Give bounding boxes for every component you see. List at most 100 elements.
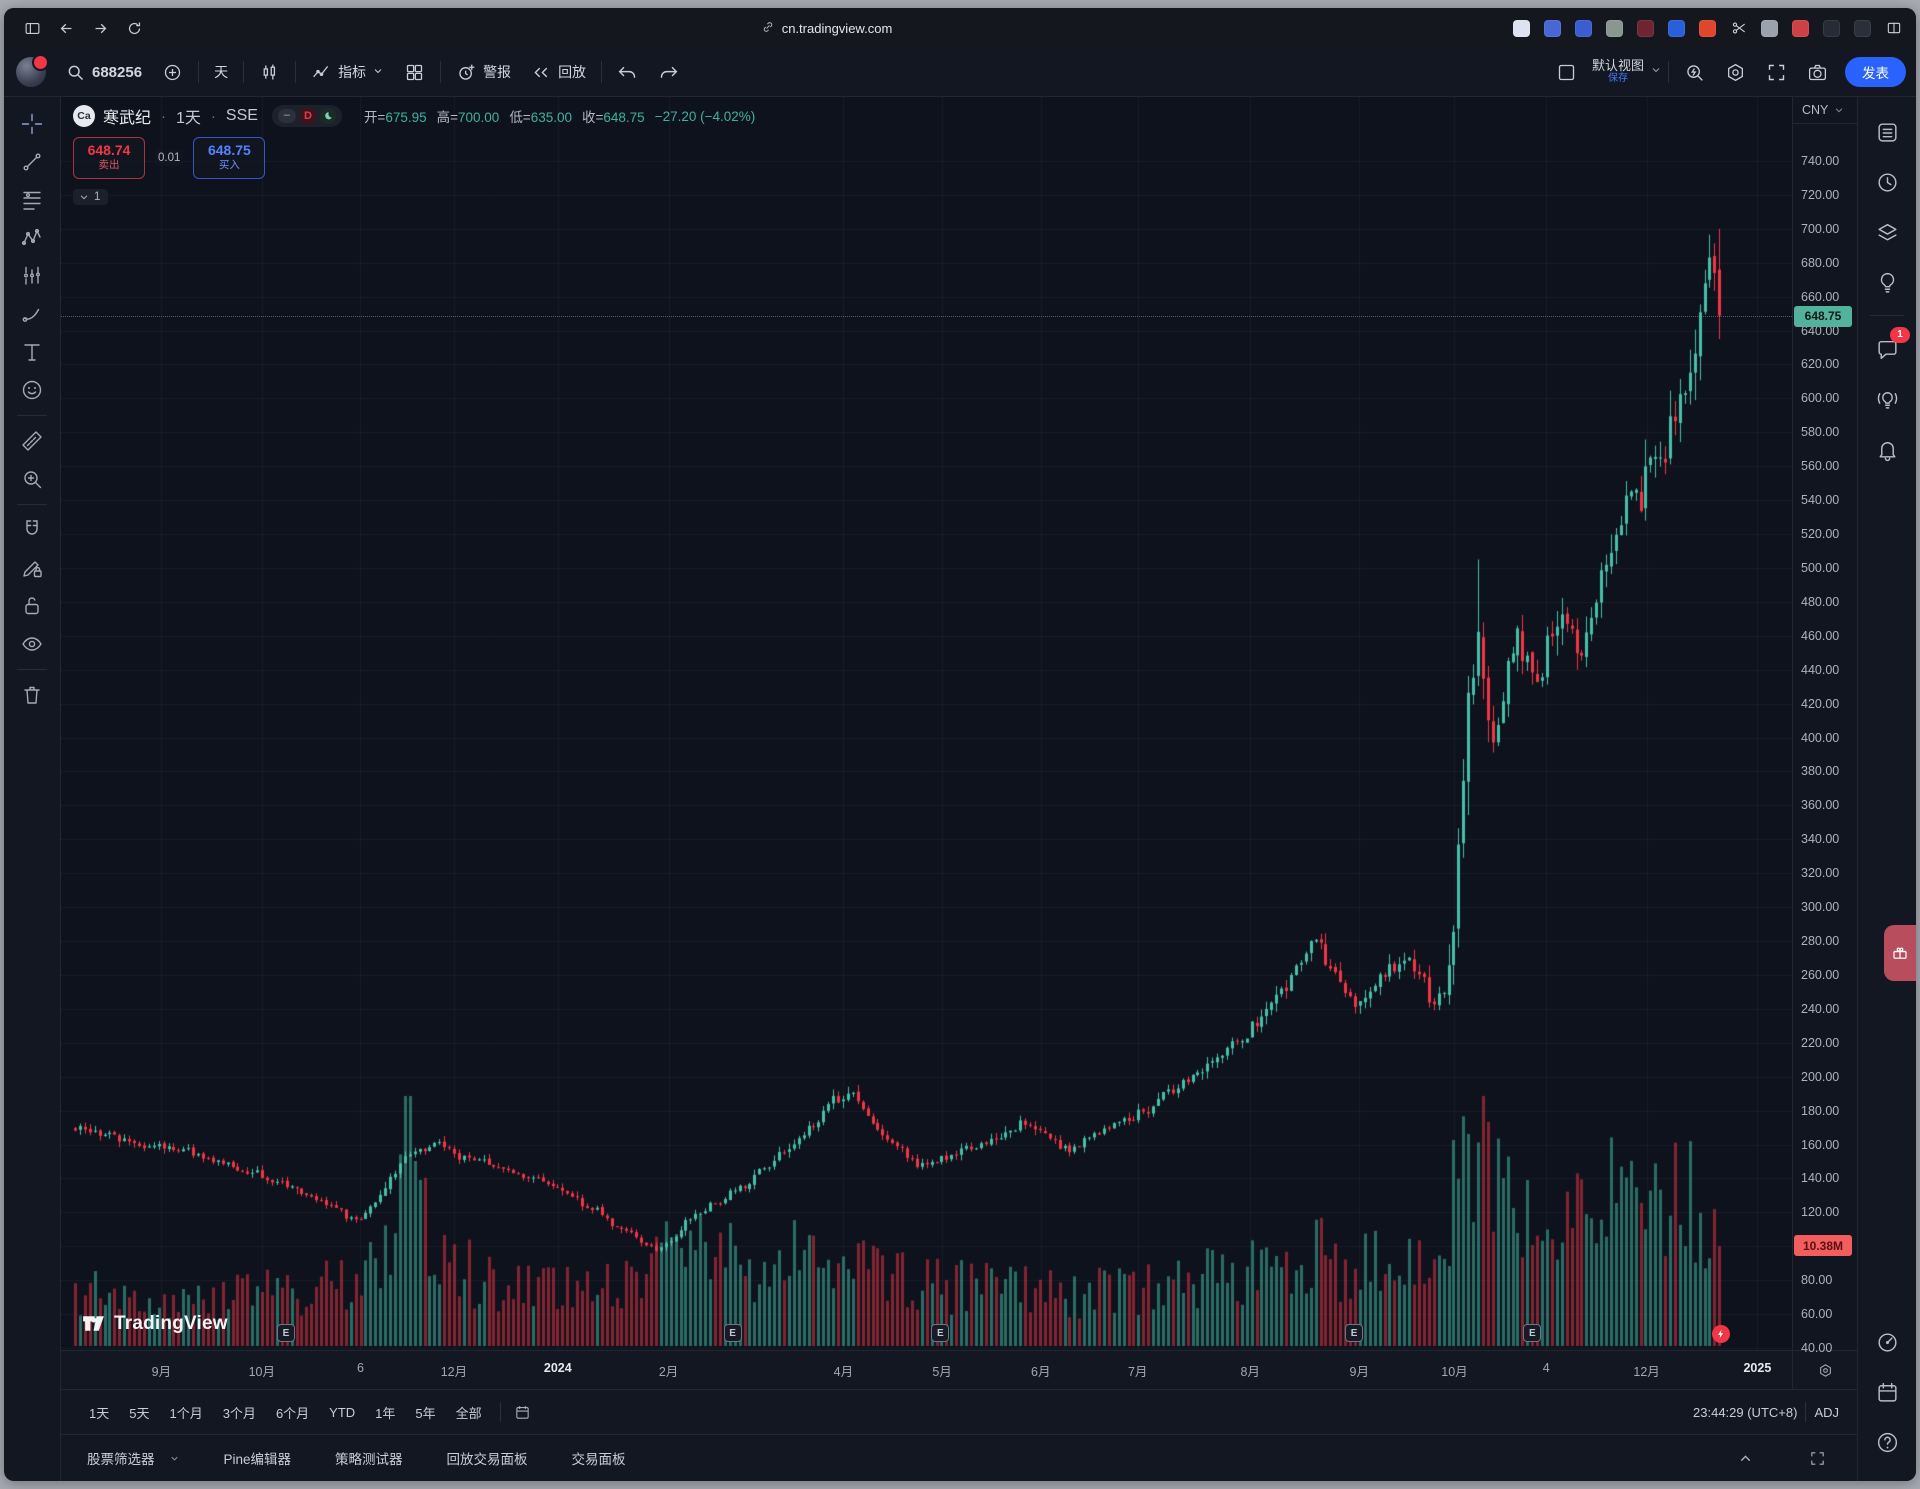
forecast-bars-tool[interactable]	[13, 257, 51, 295]
earnings-mark[interactable]: E	[1523, 1324, 1542, 1342]
fullscreen-button[interactable]	[1757, 55, 1796, 89]
settings-button[interactable]	[1716, 55, 1755, 89]
sidebar-alerts-clock-button[interactable]	[1868, 163, 1906, 201]
ext-infinity-icon[interactable]	[1823, 19, 1840, 37]
earnings-mark[interactable]: E	[723, 1324, 742, 1342]
tab-策略测试器[interactable]: 策略测试器	[335, 1452, 403, 1467]
sidebar-object-tree-layers-button[interactable]	[1868, 213, 1906, 251]
clock-utc[interactable]: 23:44:29 (UTC+8)	[1693, 1404, 1798, 1420]
sidebar-economic-calendar-button[interactable]	[1868, 1373, 1906, 1411]
sidebar-watchlist-button[interactable]	[1868, 113, 1906, 151]
indicators-collapse-pill[interactable]: 1	[73, 189, 109, 205]
tab-回放交易面板[interactable]: 回放交易面板	[446, 1452, 528, 1467]
sell-button[interactable]: 648.74 卖出	[73, 137, 145, 179]
ruler-tool[interactable]	[13, 422, 51, 460]
indicators-button[interactable]: 指标	[302, 55, 393, 89]
range-1年[interactable]: 1年	[375, 1405, 396, 1421]
tab-股票筛选器[interactable]: 股票筛选器	[87, 1448, 180, 1468]
symbol-search-button[interactable]: 688256	[56, 55, 151, 89]
chevron-down-icon[interactable]	[1650, 63, 1662, 81]
user-avatar[interactable]	[16, 54, 49, 87]
draw-lock-tool[interactable]	[13, 549, 51, 587]
range-5天[interactable]: 5天	[129, 1405, 150, 1421]
price-axis[interactable]: CNY 648.75 10.38M 740.00 720.00 700.00 680.…	[1792, 97, 1857, 1355]
compare-add-button[interactable]	[153, 55, 192, 89]
panel-maximize-button[interactable]	[1803, 1444, 1831, 1472]
ext-reader-icon[interactable]	[1854, 19, 1871, 37]
range-3个月[interactable]: 3个月	[222, 1405, 256, 1421]
time-axis-settings[interactable]	[1792, 1351, 1857, 1389]
layout-select-button[interactable]	[1547, 55, 1586, 89]
buy-button[interactable]: 648.75 买入	[193, 137, 266, 179]
brush-tool[interactable]	[13, 295, 51, 333]
save-layout-link[interactable]: 保存	[1607, 73, 1628, 84]
publish-button[interactable]: 发表	[1845, 57, 1906, 87]
promo-tab[interactable]	[1884, 925, 1916, 981]
chart-plot[interactable]: Ca 寒武纪 · 1天 · SSE – D	[61, 97, 1792, 1350]
lock-all-tool[interactable]	[13, 587, 51, 625]
range-6个月[interactable]: 6个月	[275, 1405, 310, 1421]
sidebar-notifications-bell-button[interactable]	[1868, 430, 1906, 468]
emoji-tool[interactable]	[13, 371, 51, 409]
ext-record-icon[interactable]	[1637, 19, 1654, 37]
crosshair-tool[interactable]	[13, 105, 51, 143]
sidebar-ideas-bulb-button[interactable]	[1868, 263, 1906, 301]
chart-style-button[interactable]	[250, 55, 289, 89]
alert-button[interactable]: 警报	[447, 55, 520, 89]
price-tick: 200.00	[1801, 1069, 1840, 1084]
range-1天[interactable]: 1天	[89, 1405, 110, 1421]
zoom-in-tool[interactable]	[13, 460, 51, 498]
ext-wallet-icon[interactable]	[1544, 19, 1561, 37]
trend-line-tool[interactable]	[13, 143, 51, 181]
earnings-mark[interactable]: E	[277, 1324, 296, 1342]
sidebar-chat-button[interactable]: 1	[1868, 327, 1910, 368]
range-YTD[interactable]: YTD	[329, 1404, 356, 1420]
layout-grid-button[interactable]	[395, 55, 434, 89]
sidebar-help-question-button[interactable]	[1868, 1423, 1906, 1461]
earnings-mark[interactable]: E	[931, 1324, 950, 1342]
xabcd-pattern-tool[interactable]	[13, 219, 51, 257]
sidebar-toggle-icon[interactable]	[18, 14, 46, 42]
ext-globe-icon[interactable]	[1761, 19, 1778, 37]
ext-translate-icon[interactable]	[1668, 19, 1685, 37]
range-5年[interactable]: 5年	[415, 1405, 436, 1421]
candlestick-canvas[interactable]	[61, 97, 1792, 1350]
tab-交易面板[interactable]: 交易面板	[571, 1452, 626, 1467]
tab-Pine编辑器[interactable]: Pine编辑器	[223, 1452, 292, 1467]
layout-name[interactable]: 默认视图 保存	[1591, 58, 1644, 84]
address-bar[interactable]: cn.tradingview.com	[154, 20, 1499, 37]
range-全部[interactable]: 全部	[455, 1405, 482, 1421]
ext-scissors-icon[interactable]	[1730, 20, 1747, 37]
currency-selector[interactable]: CNY	[1793, 97, 1857, 124]
range-1个月[interactable]: 1个月	[169, 1405, 203, 1421]
redo-button[interactable]	[649, 55, 688, 89]
interval-button[interactable]: 天	[214, 64, 229, 80]
adjust-dividends-toggle[interactable]: ADJ	[1814, 1404, 1839, 1420]
ext-fox-icon[interactable]	[1699, 19, 1716, 37]
quick-search-button[interactable]	[1675, 55, 1714, 89]
trash-tool[interactable]	[13, 676, 51, 714]
time-axis[interactable]: 9月 10月 6 12月 2024 2月 4月 5月 6月 7月 8月 9月 10月 4 12月 2025	[61, 1351, 1792, 1389]
ext-qr-icon[interactable]	[1792, 19, 1809, 37]
go-to-date-button[interactable]	[509, 1398, 537, 1426]
ext-privacy-icon[interactable]	[1606, 19, 1623, 37]
sidebar-go-to-date-target-button[interactable]	[1868, 1323, 1906, 1361]
back-icon[interactable]	[52, 14, 80, 42]
sidebar-minds-broadcast-button[interactable]	[1868, 380, 1906, 418]
ext-doc-icon[interactable]	[1513, 19, 1530, 37]
snapshot-button[interactable]	[1798, 55, 1837, 89]
earnings-mark[interactable]: E	[1345, 1324, 1364, 1342]
undo-button[interactable]	[608, 55, 647, 89]
hide-drawings-tool[interactable]	[13, 625, 51, 663]
panel-expand-up-button[interactable]	[1731, 1444, 1759, 1472]
forward-icon[interactable]	[86, 14, 114, 42]
text-tool-tool[interactable]	[13, 333, 51, 371]
reload-icon[interactable]	[120, 14, 148, 42]
symbol-row[interactable]: Ca 寒武纪 · 1天 · SSE – D	[73, 103, 755, 129]
split-view-icon[interactable]	[1885, 20, 1902, 37]
ext-shield-icon[interactable]	[1575, 19, 1592, 37]
event-bolt-mark[interactable]	[1712, 1325, 1731, 1343]
replay-button[interactable]: 回放	[522, 55, 595, 89]
fib-lines-tool[interactable]	[13, 181, 51, 219]
magnet-tool[interactable]	[13, 511, 51, 549]
